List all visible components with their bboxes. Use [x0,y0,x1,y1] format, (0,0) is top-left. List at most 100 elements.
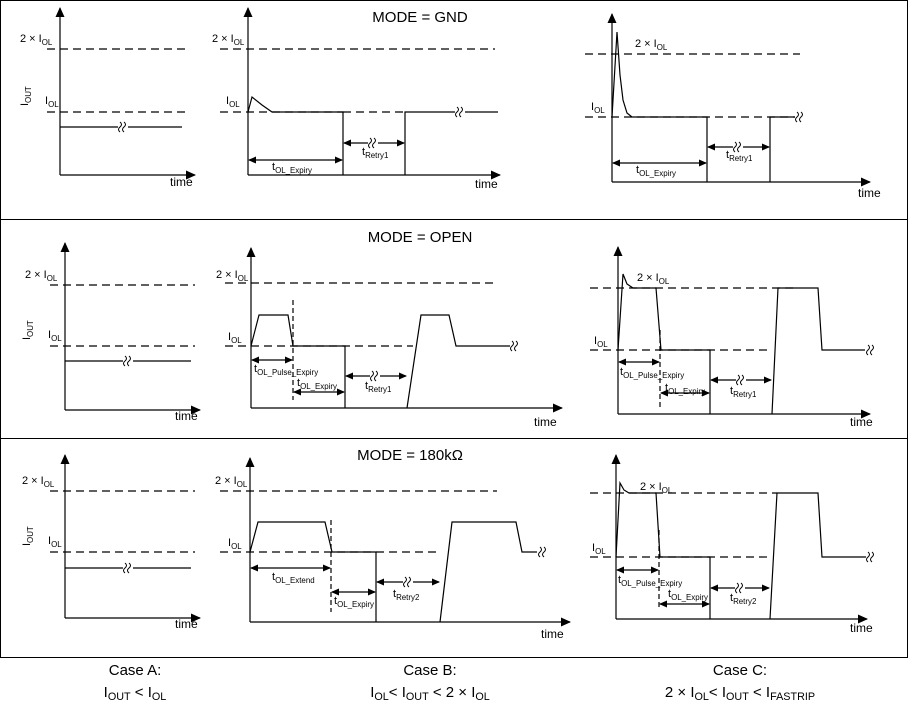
break-squiggle-icon [538,546,542,558]
break-squiggle-icon [123,355,127,367]
text-part: < I [131,684,152,701]
iol-label: IOL [594,335,608,349]
text-part: < 2 × I [429,684,476,701]
t-ol-expiry-label: tOL_Expiry [272,161,312,175]
subscript: OL [659,277,670,286]
break-squiggle-icon [370,370,374,382]
subscript: OUT [726,691,749,703]
iout-waveform [769,116,795,182]
text-part: 2 × I [640,481,662,493]
t-ol-expiry-label: tOL_Expiry [636,164,676,178]
subscript: OL_Expiry [300,382,337,391]
t-ol-expiry-label: tOL_Expiry [334,595,374,609]
subscript: OL [51,334,62,343]
subscript: OL [597,340,608,349]
break-squiggle-icon [118,121,122,133]
two-iol-label: 2 × IOL [25,269,58,283]
t-ol-expiry-label: tOL_Expiry [665,382,705,396]
iout-waveform [404,111,498,175]
text-part: 2 × I [216,269,238,281]
time-axis-label: time [541,627,564,641]
case-condition: 2 × IOL< IOUT < IFASTRIP [665,684,815,703]
iout-waveform [247,95,344,175]
t-retry2-label: tRetry2 [730,592,756,606]
break-gap [123,359,133,363]
break-squiggle-icon [368,137,372,149]
text-part: t [334,595,337,607]
text-part: < I [389,684,406,701]
iout-waveform [406,314,510,409]
text-part: I [228,331,231,343]
subscript: OL_Pulse_Expiry [257,368,318,377]
text-part: < I [749,684,770,701]
text-part: I [21,337,33,340]
break-squiggle-icon [127,562,131,574]
case-title: Case B: [403,662,456,679]
subscript: OL_Pulse_Expiry [623,371,684,380]
break-squiggle-icon [403,576,407,588]
subscript: Retry1 [365,151,389,160]
subscript: OL [44,480,55,489]
iol-label: IOL [592,542,606,556]
break-squiggle-icon [866,551,870,563]
text-part: t [272,571,275,583]
subscript: OL [51,540,62,549]
break-gap [455,110,465,114]
text-part: I [104,684,108,701]
subscript: OL [695,691,709,703]
t-ol-extend-label: tOL_Extend [272,571,315,585]
text-part: t [297,377,300,389]
subscript: OL [594,106,605,115]
text-part: I [594,335,597,347]
break-squiggle-icon [510,340,514,352]
time-axis-label: time [850,621,873,635]
text-part: t [665,382,668,394]
iol-label: IOL [226,95,240,109]
two-iol-label: 2 × IOL [20,33,53,47]
iout-waveform [617,273,711,414]
text-part: < I [709,684,726,701]
t-ol-pulse-expiry-label: tOL_Pulse_Expiry [254,363,318,377]
subscript: Retry2 [396,593,419,602]
text-part: t [618,574,621,586]
subscript: OL [595,547,606,556]
break-gap [118,125,128,129]
subscript: Retry1 [733,390,757,399]
t-retry1-label: tRetry1 [730,385,757,399]
time-axis-label: time [534,415,557,429]
break-squiggle-icon [127,355,131,367]
iout-waveform [249,521,377,622]
t-ol-pulse-expiry-label: tOL_Pulse_Expiry [620,366,684,380]
t-ol-expiry-label: tOL_Expiry [297,377,337,391]
subscript: Retry1 [729,154,753,163]
iout-axis-label: IOUT [19,86,33,106]
text-part: I [19,103,31,106]
subscript: OL_Expiry [337,600,374,609]
subscript: OL_Expiry [275,166,312,175]
text-part: t [636,164,639,176]
text-part: 2 × I [637,272,659,284]
time-axis-label: time [850,415,873,429]
text-part: 2 × I [22,475,44,487]
iout-waveform [615,480,711,619]
subscript: OL_Expiry [668,387,705,396]
t-ol-pulse-expiry-label: tOL_Pulse_Expiry [618,574,682,588]
text-part: I [45,95,48,107]
break-squiggle-icon [374,370,378,382]
iol-label: IOL [45,95,59,109]
iout-waveform [771,287,865,415]
time-axis-label: time [175,617,198,631]
iol-label: IOL [228,537,242,551]
break-gap [538,550,548,554]
time-axis-label: time [475,177,498,191]
text-part: t [362,146,365,158]
break-gap [733,145,743,149]
mode-title: MODE = OPEN [368,229,473,246]
t-retry1-label: tRetry1 [362,146,389,160]
subscript: OL [42,38,53,47]
text-part: 2 × I [665,684,695,701]
break-gap [795,115,805,119]
break-squiggle-icon [799,111,803,123]
subscript: OL [662,486,673,495]
subscript: OL [238,274,249,283]
